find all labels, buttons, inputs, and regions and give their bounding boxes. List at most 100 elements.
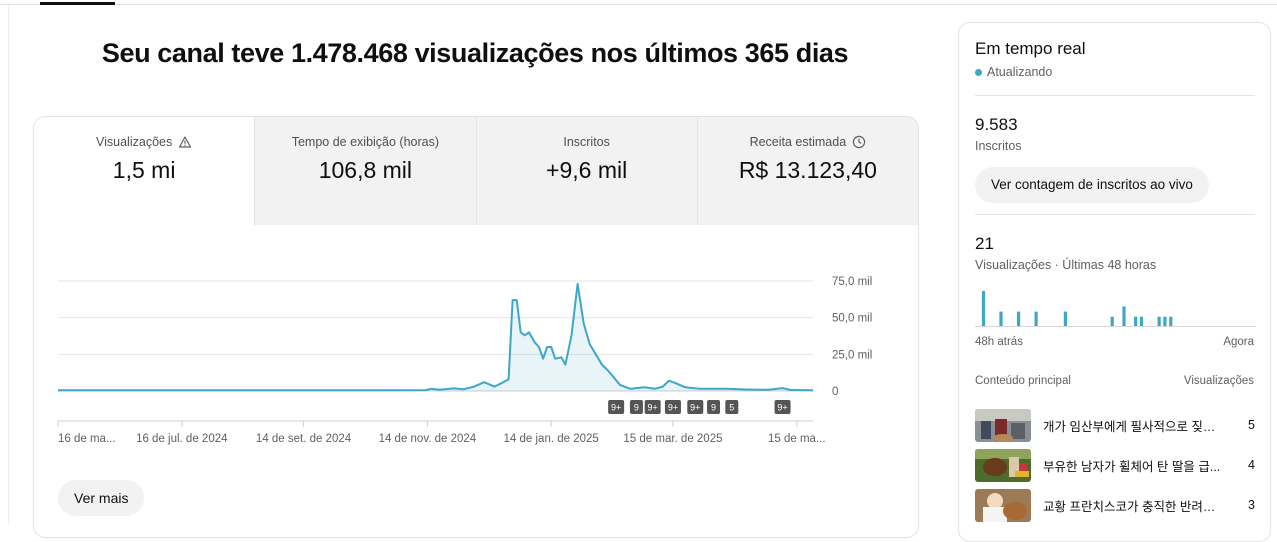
views-48h-label: Visualizações · Últimas 48 horas	[975, 258, 1157, 272]
marker-label: 9+	[611, 403, 621, 413]
metric-value: 106,8 mil	[318, 157, 413, 183]
marker-box	[608, 400, 625, 414]
live-dot-icon	[975, 68, 982, 76]
tab-watch-time[interactable]: Tempo de exibição (horas) 106,8 mil	[254, 117, 476, 225]
marker-label: 9+	[668, 403, 678, 413]
page-headline: Seu canal teve 1.478.468 visualizações n…	[101, 38, 849, 68]
video-publish-marker[interactable]: 5	[725, 400, 739, 414]
video-thumbnail	[975, 448, 1031, 482]
tab-subscribers[interactable]: Inscritos +9,6 mil	[475, 117, 697, 225]
marker-box	[707, 400, 721, 414]
tab-revenue[interactable]: Receita estimada R$ 13.123,40	[696, 117, 918, 225]
realtime-card: Em tempo real Atualizando 9.583 Inscrito…	[958, 22, 1271, 542]
content-row[interactable]: 부유한 남자가 휠체어 탄 딸을 급... 4	[975, 448, 1255, 482]
hour-bar[interactable]	[1034, 311, 1038, 327]
realtime-status: Atualizando	[975, 65, 1052, 79]
subscriber-label: Inscritos	[975, 139, 1022, 153]
hour-bar[interactable]	[1157, 316, 1161, 327]
marker-label: 9+	[648, 403, 658, 413]
hour-bar[interactable]	[999, 311, 1003, 327]
warning-icon[interactable]	[178, 135, 192, 149]
marker-label: 9+	[690, 403, 700, 413]
views-48h-bar-chart	[975, 291, 1256, 327]
tab-views[interactable]: Visualizações 1,5 mi	[34, 117, 255, 225]
video-title: 교황 프란치스코가 충직한 반려견...	[1043, 499, 1223, 514]
y-tick-label: 75,0 mil	[832, 276, 872, 288]
metric-label: Receita estimada	[749, 135, 847, 149]
views-48h-count: 21	[975, 234, 994, 253]
video-views: 5	[1248, 418, 1255, 432]
metric-label: Inscritos	[563, 135, 610, 149]
metric-label: Tempo de exibição (horas)	[291, 135, 440, 149]
video-publish-marker[interactable]: 9	[707, 400, 721, 414]
divider	[975, 95, 1255, 96]
top-content-header: Conteúdo principal	[975, 375, 1071, 387]
y-tick-label: 50,0 mil	[832, 313, 872, 325]
series-line	[58, 282, 814, 392]
y-tick-label: 25,0 mil	[832, 349, 872, 361]
metric-value: 1,5 mi	[112, 157, 176, 183]
marker-box	[774, 400, 791, 414]
video-publish-marker[interactable]: 9+	[664, 400, 681, 414]
video-publish-marker[interactable]: 9+	[774, 400, 791, 414]
video-title: 개가 임산부에게 필사적으로 짖었...	[1043, 419, 1223, 434]
marker-label: 9	[711, 403, 716, 413]
x-tick-label: 16 de ma...	[58, 433, 116, 445]
x-tick-label: 15 de mar. de 2025	[623, 433, 722, 445]
realtime-status-text: Atualizando	[987, 65, 1053, 79]
content-row[interactable]: 개가 임산부에게 필사적으로 짖었... 5	[975, 408, 1255, 442]
metric-tabs: Visualizações 1,5 mi Tempo de exibição (…	[34, 117, 918, 225]
views-chart-svg: 75,0 mil 50,0 mil 25,0 mil 0 16 de ma... 16 d…	[57, 276, 872, 445]
bars-axis-start: 48h atrás	[975, 336, 1023, 348]
x-tick-label: 16 de jul. de 2024	[136, 433, 228, 445]
content-row[interactable]: 교황 프란치스코가 충직한 반려견... 3	[975, 488, 1255, 522]
divider	[975, 214, 1255, 215]
metric-value: +9,6 mil	[546, 157, 628, 183]
subscriber-count: 9.583	[975, 115, 1018, 134]
views-chart: 75,0 mil 50,0 mil 25,0 mil 0 16 de ma... 16 d…	[34, 225, 918, 537]
x-tick-label: 14 de nov. de 2024	[379, 433, 477, 445]
hour-bar[interactable]	[1169, 316, 1173, 327]
video-views: 3	[1248, 498, 1255, 512]
hour-bar[interactable]	[1134, 316, 1138, 327]
hour-bar[interactable]	[981, 291, 986, 327]
video-title: 부유한 남자가 휠체어 탄 딸을 급...	[1043, 459, 1221, 474]
clock-icon[interactable]	[852, 135, 866, 149]
video-views: 4	[1248, 458, 1255, 472]
hour-bar[interactable]	[1139, 316, 1144, 327]
hour-bar[interactable]	[1122, 306, 1126, 327]
x-tick-label: 14 de set. de 2024	[256, 433, 352, 445]
hour-bar[interactable]	[1110, 316, 1114, 327]
top-divider	[0, 4, 1277, 5]
hour-bar[interactable]	[1017, 311, 1021, 327]
realtime-title: Em tempo real	[975, 39, 1086, 58]
video-thumbnail	[975, 408, 1031, 442]
video-thumbnail	[975, 488, 1031, 522]
live-subscriber-count-button[interactable]: Ver contagem de inscritos ao vivo	[975, 167, 1209, 203]
series-area	[58, 283, 813, 391]
y-tick-label: 0	[832, 386, 838, 398]
video-publish-marker[interactable]: 9	[629, 400, 643, 414]
hour-bar[interactable]	[1063, 311, 1067, 327]
metrics-card: Visualizações 1,5 mi Tempo de exibição (…	[33, 116, 919, 538]
marker-box	[664, 400, 681, 414]
video-publish-marker[interactable]: 9+	[644, 400, 661, 414]
video-publish-marker[interactable]: 9+	[687, 400, 704, 414]
video-publish-marker[interactable]: 9+	[608, 400, 625, 414]
marker-box	[725, 400, 739, 414]
marker-box	[629, 400, 643, 414]
marker-box	[687, 400, 704, 414]
content-left-border	[8, 5, 9, 524]
marker-label: 9	[634, 403, 639, 413]
see-more-button[interactable]: Ver mais	[58, 480, 145, 516]
hour-bar[interactable]	[1163, 316, 1167, 327]
x-tick-label: 15 de ma...	[768, 433, 826, 445]
active-tab-indicator	[40, 2, 115, 5]
top-content-views-header: Visualizações	[1183, 375, 1254, 387]
marker-label: 5	[729, 403, 734, 413]
marker-label: 9+	[777, 403, 787, 413]
x-tick-label: 14 de jan. de 2025	[504, 433, 599, 445]
metric-label: Visualizações	[96, 135, 173, 149]
bars-axis-end: Agora	[1223, 336, 1254, 348]
marker-box	[644, 400, 661, 414]
